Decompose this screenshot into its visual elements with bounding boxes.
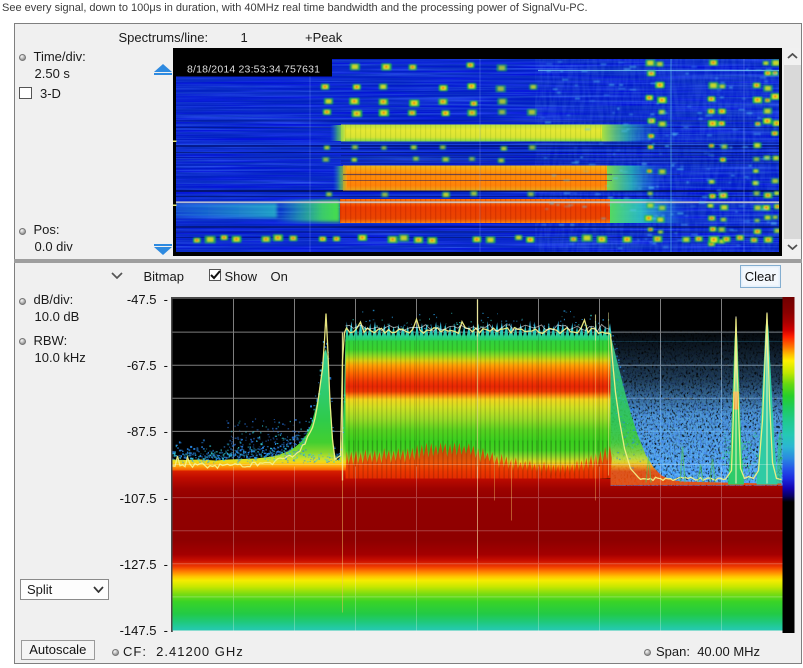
svg-text:8/18/2014 23:53:34.757631: 8/18/2014 23:53:34.757631 [187, 63, 320, 75]
